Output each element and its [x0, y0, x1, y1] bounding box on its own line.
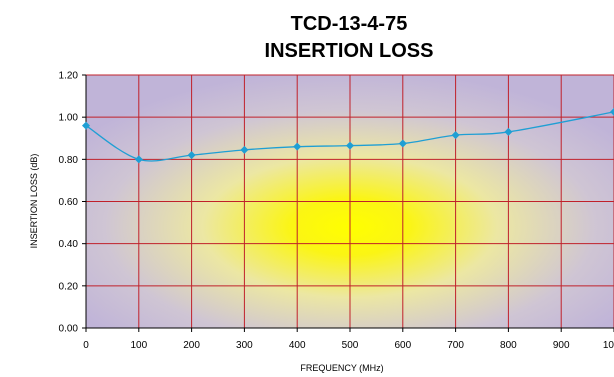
chart-title: TCD-13-4-75: [291, 13, 408, 35]
data-point: [504, 127, 513, 136]
y-tick-label: 0.00: [59, 324, 79, 335]
x-tick-label: 0: [83, 340, 89, 351]
data-point: [82, 121, 90, 130]
data-point: [398, 139, 407, 148]
data-point: [610, 107, 614, 116]
x-axis-label: FREQUENCY (MHz): [300, 363, 383, 373]
grid-lines: [86, 74, 614, 328]
y-tick-labels: 0.00 0.20 0.40 0.60 0.80 1.00 1.20: [59, 71, 86, 335]
data-point: [187, 151, 196, 160]
x-tick-label: 600: [394, 340, 411, 351]
x-tick-label: 200: [183, 340, 200, 351]
x-tick-labels: 0 100 200 300 400 500 600 700 800 900 1000: [83, 328, 614, 351]
x-tick-label: 1000: [603, 340, 614, 351]
data-point: [293, 142, 302, 151]
y-tick-label: 1.20: [59, 71, 79, 82]
x-tick-label: 900: [553, 340, 570, 351]
y-tick-label: 0.60: [59, 197, 79, 208]
data-point: [346, 141, 354, 150]
series-group: [82, 107, 614, 164]
x-tick-label: 700: [447, 340, 464, 351]
chart-subtitle: INSERTION LOSS: [265, 40, 434, 62]
x-tick-label: 800: [500, 340, 517, 351]
y-tick-label: 0.80: [59, 155, 79, 166]
data-point: [240, 145, 249, 154]
y-tick-label: 1.00: [59, 113, 79, 124]
x-tick-label: 500: [342, 340, 359, 351]
x-tick-label: 400: [289, 340, 306, 351]
data-point: [451, 131, 460, 140]
y-tick-label: 0.40: [59, 239, 79, 250]
y-tick-label: 0.20: [59, 281, 79, 292]
data-point: [134, 155, 143, 164]
x-tick-label: 300: [236, 340, 253, 351]
x-tick-label: 100: [130, 340, 147, 351]
y-axis-label: INSERTION LOSS (dB): [29, 154, 39, 249]
series-line: [85, 111, 614, 162]
